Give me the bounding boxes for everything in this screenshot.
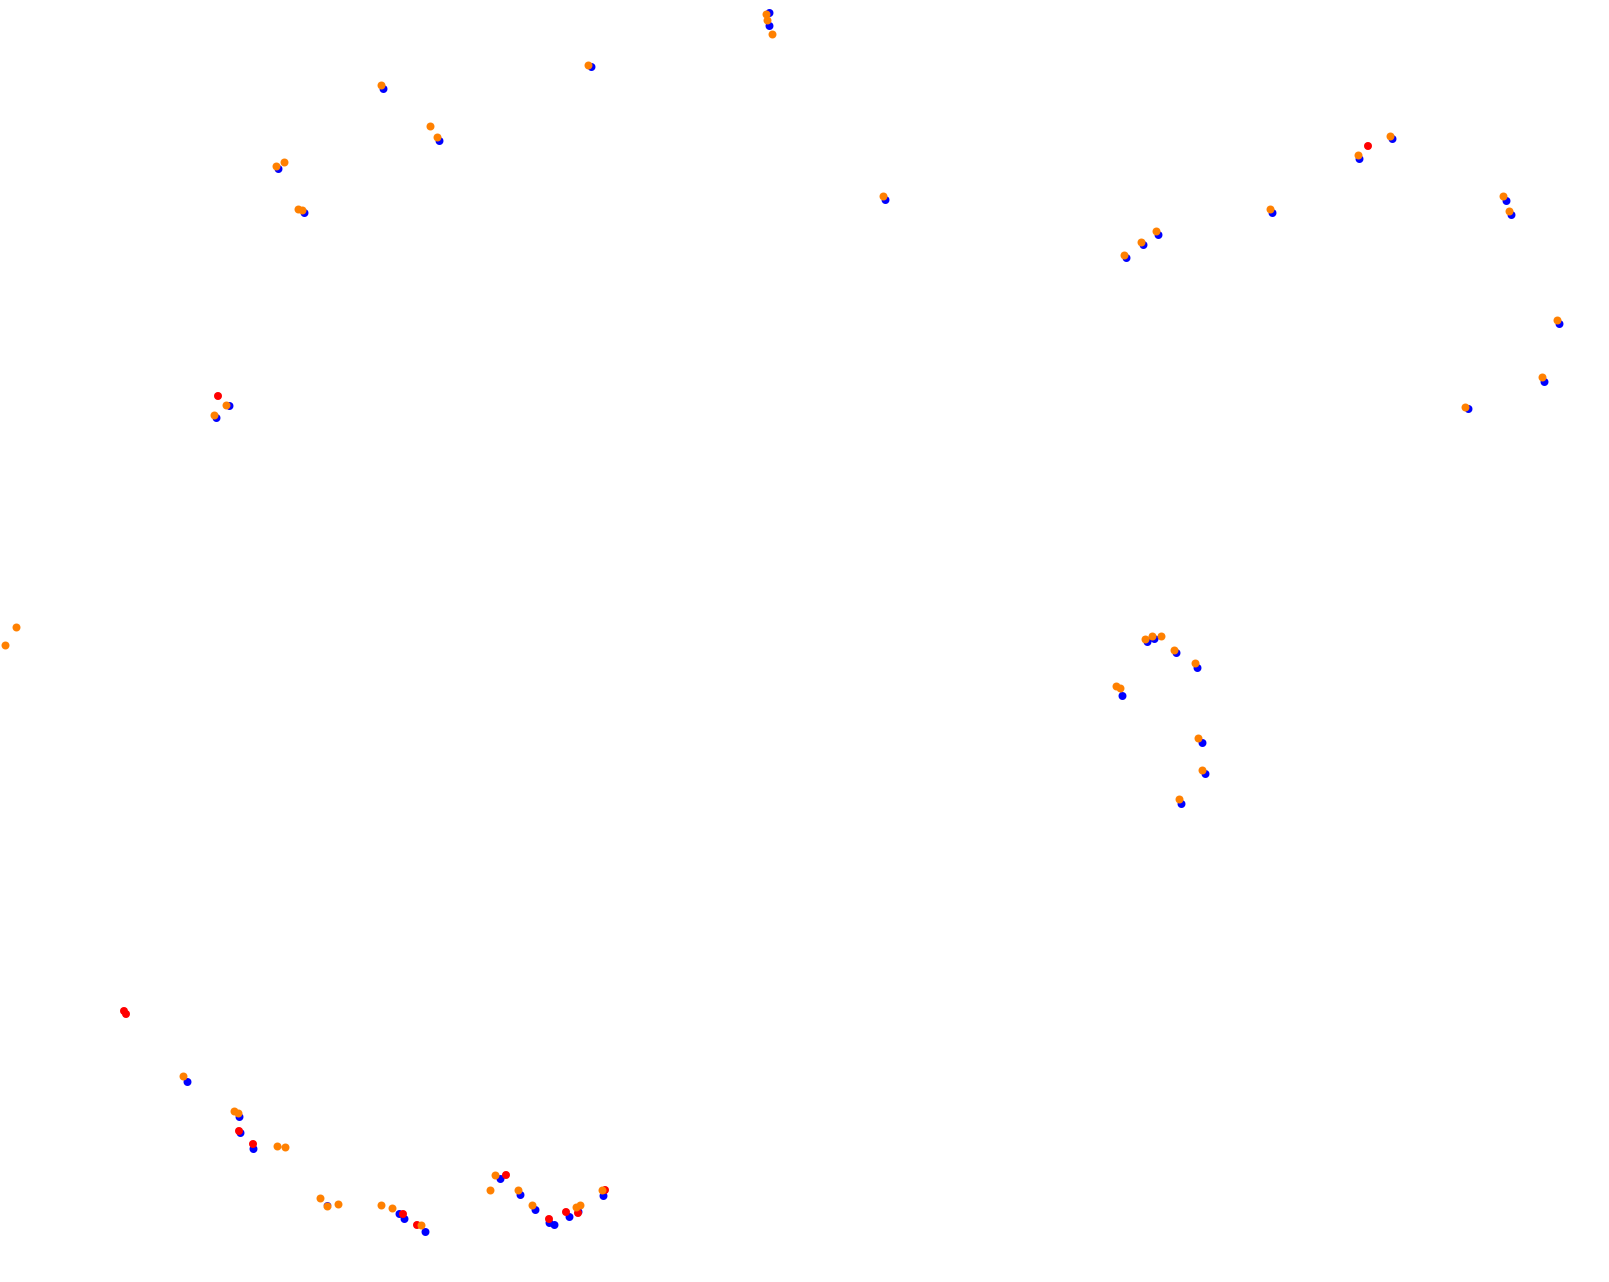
point-s2-31 [1191, 659, 1200, 668]
point-s2-13 [1137, 238, 1146, 247]
point-s1-8 [502, 1171, 510, 1179]
point-s2-34 [1194, 734, 1203, 743]
point-s1-1 [1364, 142, 1372, 150]
point-s2-3 [584, 61, 593, 70]
point-s2-44 [334, 1200, 343, 1209]
point-s2-16 [1354, 151, 1363, 160]
point-s2-43 [323, 1202, 332, 1211]
point-s0-36 [421, 1228, 430, 1236]
point-s0-29 [183, 1078, 192, 1086]
point-s2-36 [1175, 795, 1184, 804]
point-s2-25 [12, 623, 21, 632]
point-s2-50 [514, 1186, 523, 1195]
point-s2-5 [426, 122, 435, 131]
point-s2-30 [1170, 646, 1179, 655]
point-s1-10 [562, 1208, 570, 1216]
point-s2-47 [417, 1221, 426, 1230]
point-s1-6 [399, 1210, 407, 1218]
point-s2-8 [272, 162, 281, 171]
point-s2-14 [1152, 227, 1161, 236]
point-s1-5 [249, 1140, 257, 1148]
point-s1-9 [545, 1215, 553, 1223]
point-s0-25 [1118, 692, 1127, 700]
point-s2-0 [762, 10, 771, 19]
point-s1-4 [235, 1127, 243, 1135]
point-s2-15 [1266, 205, 1275, 214]
point-s2-23 [210, 411, 219, 420]
point-s2-26 [1, 641, 10, 650]
point-s2-20 [1553, 316, 1562, 325]
point-s2-41 [281, 1143, 290, 1152]
point-s2-33 [1116, 684, 1125, 693]
point-s2-17 [1386, 132, 1395, 141]
point-s2-37 [179, 1072, 188, 1081]
point-s2-42 [316, 1194, 325, 1203]
point-s2-48 [486, 1186, 495, 1195]
point-s2-27 [1141, 635, 1150, 644]
point-s2-4 [377, 81, 386, 90]
point-s2-18 [1499, 192, 1508, 201]
point-s2-51 [528, 1201, 537, 1210]
point-s2-22 [1461, 403, 1470, 412]
point-s2-40 [273, 1142, 282, 1151]
point-s2-49 [491, 1171, 500, 1180]
point-s1-0 [214, 392, 222, 400]
point-s2-2 [768, 30, 777, 39]
point-s2-28 [1148, 632, 1157, 641]
point-s2-11 [879, 192, 888, 201]
point-s2-53 [576, 1201, 585, 1210]
point-s2-1 [763, 16, 772, 25]
point-s1-3 [122, 1010, 130, 1018]
point-s0-41 [550, 1221, 559, 1229]
point-s2-19 [1505, 207, 1514, 216]
point-s2-45 [377, 1201, 386, 1210]
point-s2-39 [234, 1109, 243, 1118]
point-s2-35 [1198, 766, 1207, 775]
point-s2-12 [1120, 251, 1129, 260]
series-2 [1, 10, 1562, 1230]
point-s2-54 [598, 1186, 607, 1195]
point-s2-21 [1538, 373, 1547, 382]
point-s2-10 [298, 206, 307, 215]
point-s2-24 [222, 401, 231, 410]
point-s2-7 [280, 158, 289, 167]
point-s2-6 [433, 133, 442, 142]
point-s2-46 [388, 1204, 397, 1213]
series-layer [1, 9, 1564, 1236]
point-s2-29 [1157, 632, 1166, 641]
